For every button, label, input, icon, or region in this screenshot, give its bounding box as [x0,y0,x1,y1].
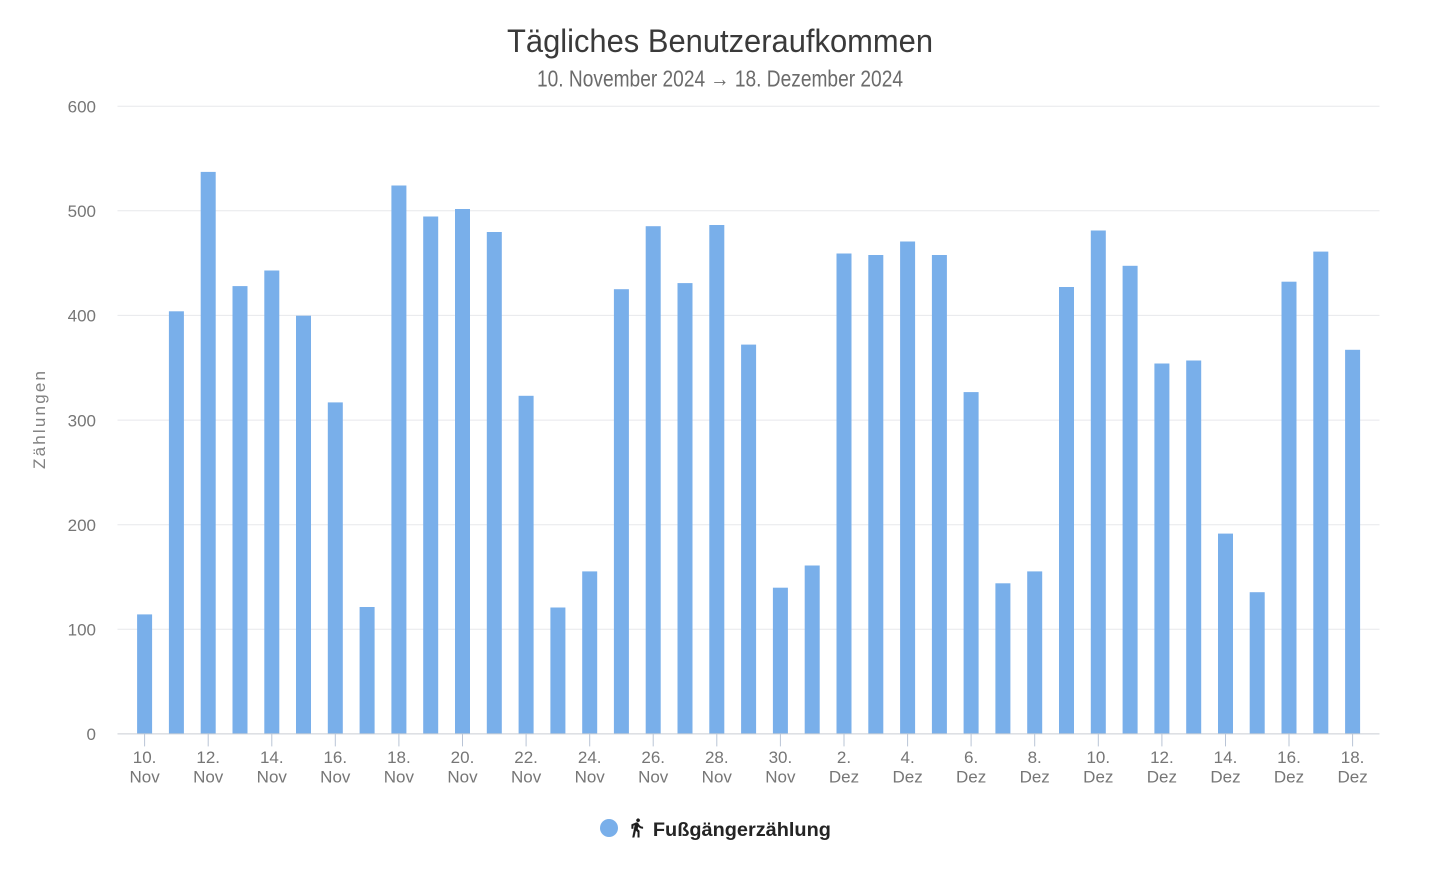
svg-text:28.: 28. [705,748,729,767]
svg-text:Dez: Dez [1337,768,1367,787]
svg-text:Nov: Nov [193,768,224,787]
svg-text:Dez: Dez [1210,768,1240,787]
svg-text:Dez: Dez [956,768,986,787]
svg-text:Zählungen: Zählungen [30,371,49,469]
svg-text:10. November 2024 → 18. Dezemb: 10. November 2024 → 18. Dezember 2024 [537,65,903,91]
svg-text:Dez: Dez [1274,768,1304,787]
svg-text:200: 200 [68,516,96,535]
svg-text:Fußgängerzählung: Fußgängerzählung [653,820,831,841]
svg-text:Nov: Nov [638,768,669,787]
svg-text:8.: 8. [1028,748,1042,767]
svg-text:10.: 10. [133,748,157,767]
svg-text:600: 600 [68,97,96,116]
svg-text:16.: 16. [1277,748,1301,767]
svg-text:300: 300 [68,411,96,430]
svg-text:Dez: Dez [1083,768,1113,787]
svg-text:Nov: Nov [129,768,160,787]
svg-text:10.: 10. [1086,748,1110,767]
svg-text:26.: 26. [641,748,665,767]
svg-text:Tägliches Benutzeraufkommen: Tägliches Benutzeraufkommen [507,23,933,59]
svg-text:30.: 30. [769,748,793,767]
svg-text:Nov: Nov [320,768,351,787]
svg-text:Dez: Dez [892,768,922,787]
svg-text:Nov: Nov [447,768,478,787]
svg-text:Dez: Dez [829,768,859,787]
svg-text:Nov: Nov [384,768,415,787]
svg-text:400: 400 [68,307,96,326]
svg-text:6.: 6. [964,748,978,767]
svg-text:22.: 22. [514,748,538,767]
svg-text:100: 100 [68,621,96,640]
svg-text:18.: 18. [387,748,411,767]
svg-text:Dez: Dez [1147,768,1177,787]
svg-text:Dez: Dez [1020,768,1050,787]
svg-text:14.: 14. [1214,748,1238,767]
svg-text:18.: 18. [1341,748,1365,767]
svg-text:20.: 20. [451,748,475,767]
svg-text:500: 500 [68,202,96,221]
svg-text:2.: 2. [837,748,851,767]
svg-text:0: 0 [87,725,96,744]
svg-text:Nov: Nov [575,768,606,787]
svg-text:12.: 12. [196,748,220,767]
svg-text:Nov: Nov [257,768,288,787]
svg-text:4.: 4. [901,748,915,767]
svg-text:24.: 24. [578,748,602,767]
svg-text:12.: 12. [1150,748,1174,767]
svg-text:Nov: Nov [702,768,733,787]
svg-text:16.: 16. [323,748,347,767]
svg-text:14.: 14. [260,748,284,767]
svg-text:Nov: Nov [765,768,796,787]
svg-text:Nov: Nov [511,768,542,787]
